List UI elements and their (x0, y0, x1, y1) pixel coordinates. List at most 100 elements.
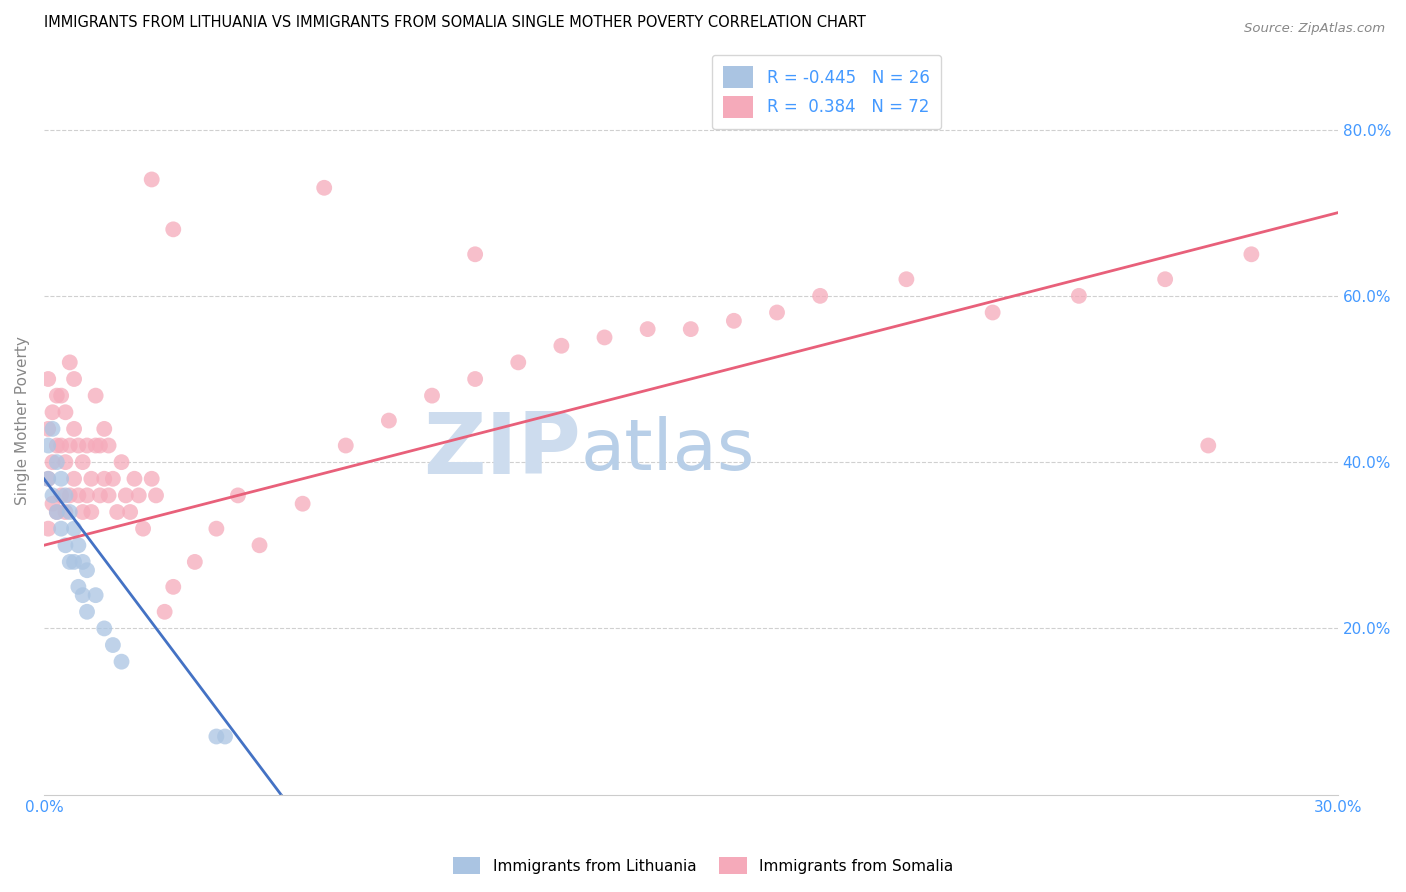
Point (1197, 438, 1219, 452)
Point (80, 472, 103, 486)
Point (59, 438, 82, 452)
Point (89, 438, 111, 452)
Point (76, 605, 98, 619)
Point (101, 638, 124, 652)
Point (55, 538, 77, 552)
Point (72, 588, 94, 602)
Point (291, 497, 314, 511)
Point (420, 389, 443, 403)
Point (55, 488, 77, 502)
Point (593, 330, 616, 344)
Point (59, 488, 82, 502)
Point (141, 172, 163, 186)
Y-axis label: Single Mother Poverty: Single Mother Poverty (15, 336, 30, 505)
Point (63, 555, 86, 569)
Point (41, 422, 63, 436)
Point (766, 305, 789, 319)
Point (49, 472, 72, 486)
Point (45, 505, 67, 519)
Point (45, 505, 67, 519)
Point (41, 488, 63, 502)
Legend: R = -0.445   N = 26, R =  0.384   N = 72: R = -0.445 N = 26, R = 0.384 N = 72 (711, 54, 941, 129)
Point (84, 389, 107, 403)
Point (97, 488, 120, 502)
Point (37, 438, 59, 452)
Point (72, 505, 94, 519)
Legend: Immigrants from Lithuania, Immigrants from Somalia: Immigrants from Lithuania, Immigrants fr… (447, 851, 959, 880)
Point (76, 563, 98, 577)
Text: ZIP: ZIP (423, 409, 581, 492)
Point (110, 655, 132, 669)
Point (981, 305, 1004, 319)
Point (49, 488, 72, 502)
Point (76, 438, 98, 452)
Point (896, 272, 918, 286)
Point (378, 413, 401, 427)
Point (41, 405, 63, 419)
Point (162, 580, 184, 594)
Point (84, 438, 107, 452)
Point (105, 505, 128, 519)
Point (63, 522, 86, 536)
Point (145, 488, 167, 502)
Point (59, 505, 82, 519)
Point (97, 438, 120, 452)
Point (120, 505, 142, 519)
Point (162, 222, 184, 236)
Point (67, 580, 90, 594)
Point (37, 472, 59, 486)
Text: atlas: atlas (581, 416, 755, 485)
Point (679, 322, 702, 336)
Point (59, 555, 82, 569)
Point (314, 181, 336, 195)
Point (41, 497, 63, 511)
Point (63, 472, 86, 486)
Point (72, 455, 94, 469)
Point (45, 438, 67, 452)
Text: IMMIGRANTS FROM LITHUANIA VS IMMIGRANTS FROM SOMALIA SINGLE MOTHER POVERTY CORRE: IMMIGRANTS FROM LITHUANIA VS IMMIGRANTS … (44, 15, 866, 30)
Point (72, 555, 94, 569)
Text: Source: ZipAtlas.com: Source: ZipAtlas.com (1244, 22, 1385, 36)
Point (335, 438, 357, 452)
Point (45, 455, 67, 469)
Point (153, 605, 176, 619)
Point (49, 438, 72, 452)
Point (464, 372, 486, 386)
Point (132, 522, 155, 536)
Point (723, 314, 745, 328)
Point (1067, 289, 1090, 303)
Point (37, 372, 59, 386)
Point (124, 472, 146, 486)
Point (128, 488, 150, 502)
Point (49, 389, 72, 403)
Point (184, 555, 207, 569)
Point (76, 488, 98, 502)
Point (89, 488, 111, 502)
Point (205, 522, 228, 536)
Point (93, 422, 115, 436)
Point (1154, 272, 1177, 286)
Point (37, 422, 59, 436)
Point (37, 522, 59, 536)
Point (550, 339, 572, 353)
Point (214, 730, 236, 744)
Point (67, 538, 90, 552)
Point (67, 488, 90, 502)
Point (141, 472, 163, 486)
Point (41, 455, 63, 469)
Point (508, 355, 530, 369)
Point (93, 472, 115, 486)
Point (808, 289, 831, 303)
Point (80, 505, 103, 519)
Point (37, 472, 59, 486)
Point (45, 389, 67, 403)
Point (114, 488, 136, 502)
Point (249, 538, 271, 552)
Point (55, 405, 77, 419)
Point (637, 322, 659, 336)
Point (110, 455, 132, 469)
Point (49, 522, 72, 536)
Point (63, 372, 86, 386)
Point (205, 730, 228, 744)
Point (55, 505, 77, 519)
